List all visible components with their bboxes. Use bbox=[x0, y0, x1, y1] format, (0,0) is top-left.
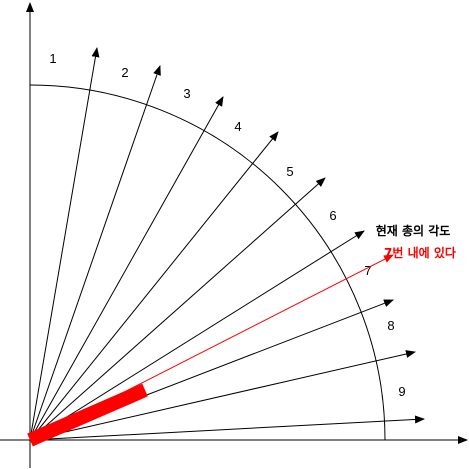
angle-label-7: 7 bbox=[364, 263, 371, 278]
angle-label-9: 9 bbox=[398, 384, 405, 399]
quarter-arc bbox=[29, 84, 386, 441]
angle-arrow-8 bbox=[29, 350, 416, 441]
angle-arrow-2 bbox=[29, 65, 161, 441]
angle-arrow-3 bbox=[29, 96, 224, 441]
angle-label-3: 3 bbox=[183, 86, 190, 101]
angle-label-1: 1 bbox=[49, 51, 56, 66]
gun-barrel bbox=[27, 383, 148, 447]
angle-label-4: 4 bbox=[234, 119, 241, 134]
angle-arrow-5 bbox=[29, 177, 326, 441]
angle-arrow-1 bbox=[29, 47, 100, 441]
angle-arrow-4 bbox=[29, 131, 279, 441]
angle-label-6: 6 bbox=[329, 208, 336, 223]
angle-arrow-6 bbox=[29, 230, 365, 441]
angle-label-2: 2 bbox=[121, 65, 128, 80]
angle-labels: 1 2 3 4 5 6 7 8 9 bbox=[49, 51, 405, 399]
angle-label-8: 8 bbox=[387, 318, 394, 333]
annotation-within-seven: 7번 내에 있다 bbox=[384, 245, 456, 260]
annotation-current-angle: 현재 총의 각도 bbox=[376, 223, 451, 238]
angle-arrow-9 bbox=[29, 415, 425, 441]
angle-label-5: 5 bbox=[286, 164, 293, 179]
angle-arrows bbox=[29, 47, 425, 441]
